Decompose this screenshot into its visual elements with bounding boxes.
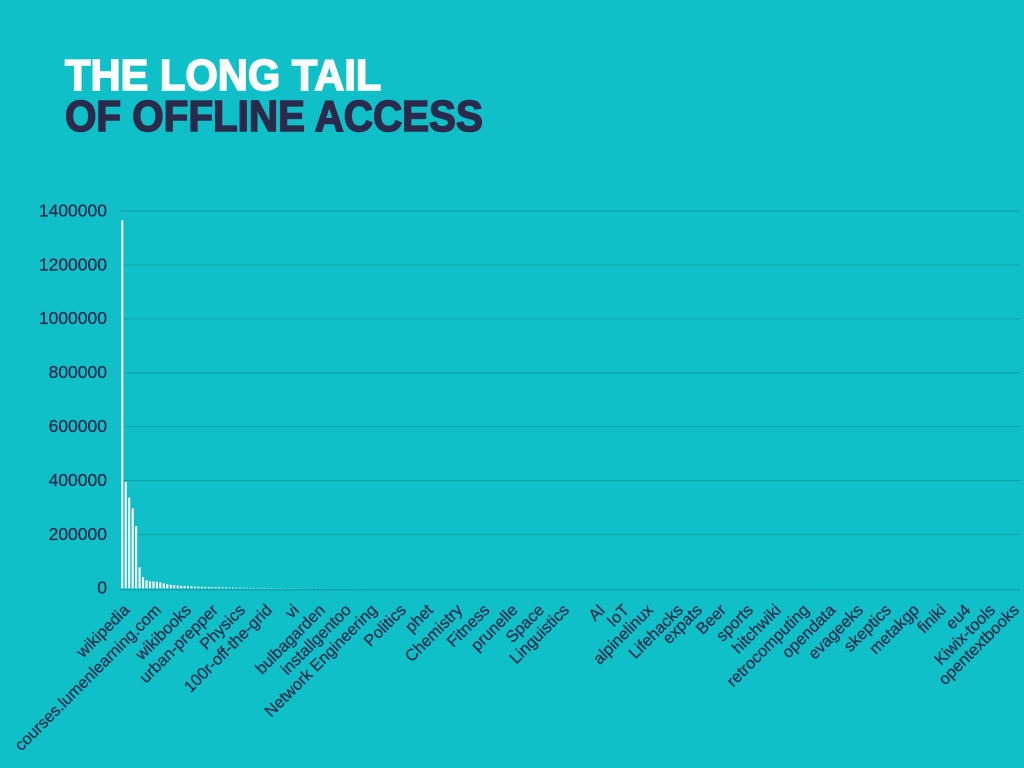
- svg-text:800000: 800000: [49, 362, 108, 382]
- svg-text:1400000: 1400000: [39, 200, 107, 220]
- svg-text:1000000: 1000000: [39, 308, 107, 328]
- svg-text:200000: 200000: [49, 524, 108, 544]
- svg-text:AI: AI: [585, 601, 609, 625]
- svg-text:1200000: 1200000: [39, 254, 107, 274]
- svg-text:600000: 600000: [49, 416, 108, 436]
- svg-text:0: 0: [97, 578, 107, 598]
- svg-text:400000: 400000: [49, 470, 108, 490]
